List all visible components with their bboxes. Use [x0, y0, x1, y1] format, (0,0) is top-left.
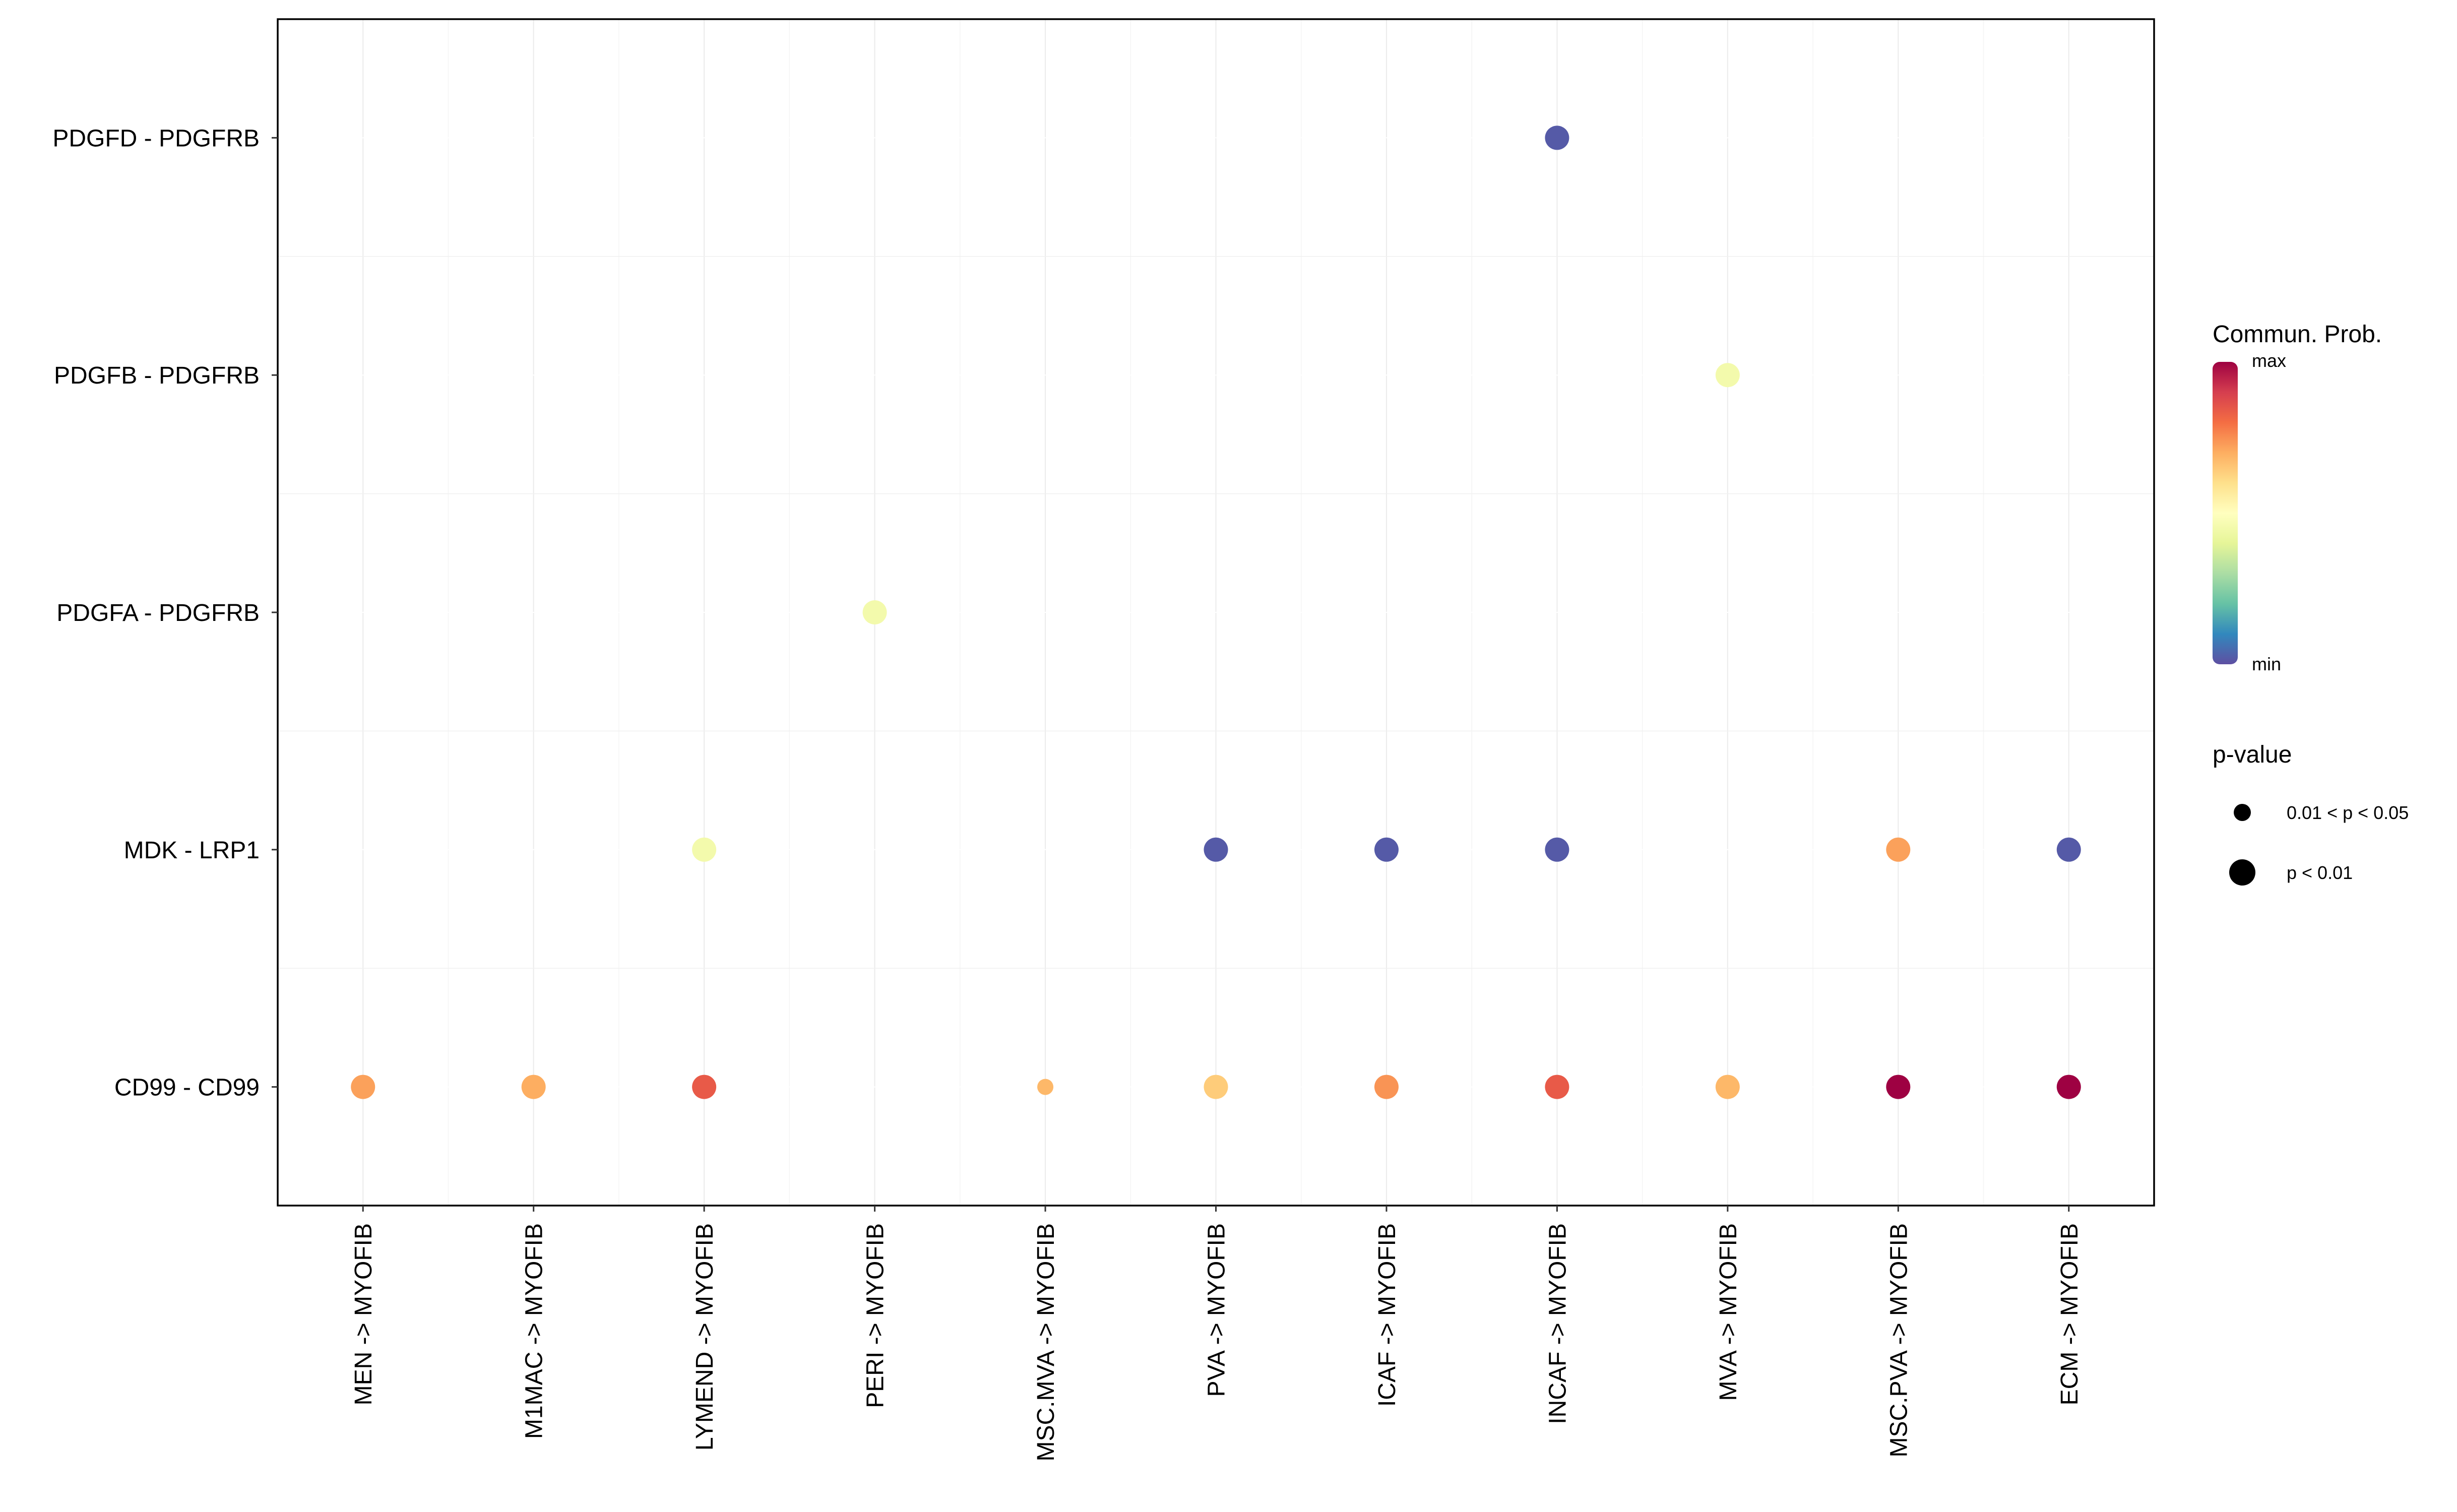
data-point	[1204, 1075, 1228, 1099]
data-point	[2056, 837, 2081, 862]
size-legend-small-dot	[2234, 804, 2251, 821]
data-point	[2056, 1075, 2081, 1099]
x-tick-label: ECM -> MYOFIB	[2056, 1223, 2083, 1405]
color-legend-min-label: min	[2252, 654, 2281, 674]
data-point	[1886, 837, 1911, 862]
x-axis: MEN -> MYOFIB M1MAC -> MYOFIB LYMEND -> MY…	[350, 1206, 2083, 1462]
y-axis: CD99 - CD99 MDK - LRP1 PDGFA - PDGFRB PDGFB…	[52, 125, 278, 1101]
data-point	[1374, 1075, 1399, 1099]
data-point	[1886, 1075, 1911, 1099]
x-tick-label: INCAF -> MYOFIB	[1544, 1223, 1571, 1424]
data-point	[862, 600, 887, 624]
y-tick-label: PDGFA - PDGFRB	[56, 600, 260, 626]
x-tick-label: MSC.PVA -> MYOFIB	[1885, 1223, 1912, 1458]
color-legend-title: Commun. Prob.	[2213, 321, 2382, 348]
x-tick-label: M1MAC -> MYOFIB	[521, 1223, 548, 1439]
y-tick-label: MDK - LRP1	[124, 837, 260, 864]
size-legend-small-label: 0.01 < p < 0.05	[2287, 802, 2409, 823]
x-tick-label: MEN -> MYOFIB	[350, 1223, 377, 1405]
size-legend-large-dot	[2229, 859, 2255, 886]
data-point	[1545, 837, 1569, 862]
y-tick-label: PDGFB - PDGFRB	[54, 362, 260, 389]
color-legend-bar	[2213, 362, 2238, 664]
x-tick-label: LYMEND -> MYOFIB	[691, 1223, 718, 1451]
data-point	[1545, 1075, 1569, 1099]
x-tick-label: MVA -> MYOFIB	[1715, 1223, 1742, 1401]
y-tick-label: PDGFD - PDGFRB	[52, 125, 260, 152]
data-point	[521, 1075, 546, 1099]
data-point	[692, 837, 717, 862]
x-tick-label: PVA -> MYOFIB	[1204, 1223, 1230, 1397]
data-point	[1545, 125, 1569, 150]
data-point	[1374, 837, 1399, 862]
color-legend-max-label: max	[2252, 350, 2286, 371]
x-tick-label: ICAF -> MYOFIB	[1374, 1223, 1401, 1407]
y-tick-label: CD99 - CD99	[114, 1075, 260, 1101]
data-point	[1715, 363, 1740, 388]
x-tick-label: PERI -> MYOFIB	[862, 1223, 889, 1408]
size-legend-large-label: p < 0.01	[2287, 862, 2353, 883]
data-point	[1037, 1079, 1054, 1095]
data-point	[1715, 1075, 1740, 1099]
x-tick-label: MSC.MVA -> MYOFIB	[1033, 1223, 1059, 1462]
data-point	[692, 1075, 717, 1099]
data-point	[1204, 837, 1228, 862]
size-legend-title: p-value	[2213, 741, 2292, 768]
data-points	[351, 125, 2081, 1099]
data-point	[351, 1075, 375, 1099]
legend: Commun. Prob. max min p-value 0.01 < p <…	[2213, 321, 2409, 886]
